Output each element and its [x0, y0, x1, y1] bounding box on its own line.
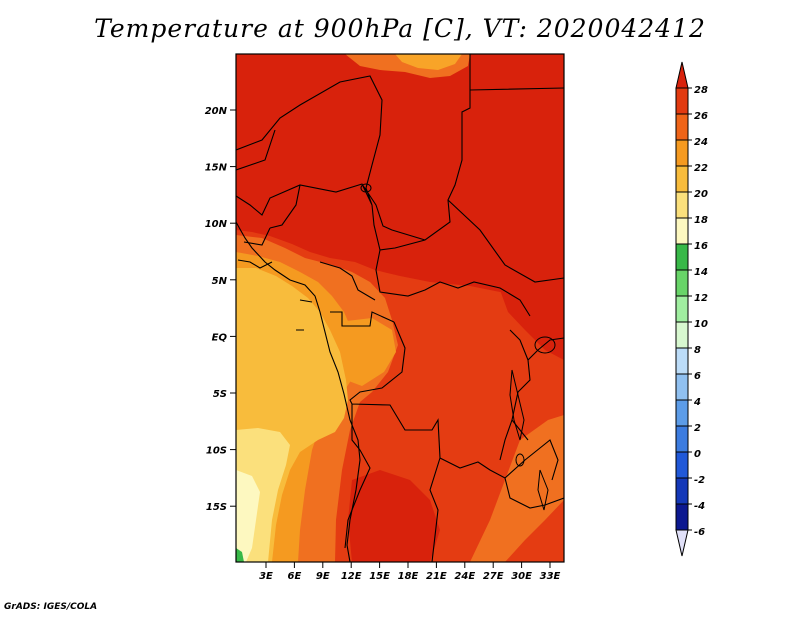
- colorbar-min-triangle: [675, 529, 689, 557]
- colorbar-box: [675, 243, 689, 271]
- colorbar-label: 4: [693, 397, 701, 408]
- colorbar-label: 6: [694, 371, 701, 382]
- colorbar-box: [675, 217, 689, 245]
- lat-label: 5N: [212, 276, 228, 287]
- lon-label: 9E: [316, 571, 330, 582]
- colorbar-box: [675, 503, 689, 531]
- colorbar-label: -6: [694, 527, 705, 538]
- lakes: [360, 183, 556, 511]
- lon-label: 30E: [511, 571, 532, 582]
- lon-label: 12E: [341, 571, 362, 582]
- colorbar-label: 26: [694, 111, 708, 122]
- lon-label: 33E: [540, 571, 561, 582]
- colorbar-box: [675, 87, 689, 115]
- colorbar-box: [675, 113, 689, 141]
- lake-mweru: [515, 453, 525, 467]
- colorbar-label: 28: [694, 85, 708, 96]
- colorbar-label: 20: [694, 189, 708, 200]
- colorbar-box: [675, 321, 689, 349]
- lon-label: 18E: [398, 571, 419, 582]
- lat-label: 15S: [206, 502, 227, 513]
- lat-label: 5S: [213, 389, 227, 400]
- lat-label: 20N: [205, 106, 228, 117]
- colorbar-box: [675, 191, 689, 219]
- colorbar-label: 14: [694, 267, 708, 278]
- colorbar-box: [675, 425, 689, 453]
- colorbar-box: [675, 295, 689, 323]
- lake-chad: [360, 183, 372, 193]
- lake-malawi: [537, 469, 549, 511]
- field-28-north: [236, 54, 564, 300]
- border-lines: [236, 54, 564, 562]
- longitude-axis: 3E 6E 9E 12E 15E 18E 21E 24E 27E 30E 33E: [259, 562, 561, 582]
- latitude-axis: 20N 15N 10N 5N EQ 5S 10S 15S: [205, 106, 236, 513]
- colorbar-label: 22: [694, 163, 708, 174]
- lon-label: 15E: [369, 571, 390, 582]
- colorbar-box: [675, 139, 689, 167]
- lat-label: 10N: [205, 219, 228, 230]
- colorbar-label: 10: [694, 319, 708, 330]
- colorbar-box: [675, 165, 689, 193]
- colorbar-label: 2: [694, 423, 701, 434]
- lat-label: 15N: [205, 163, 228, 174]
- credit-text: GrADS: IGES/COLA: [4, 602, 98, 612]
- colorbar-box: [675, 269, 689, 297]
- colorbar-label: -2: [694, 475, 705, 486]
- colorbar-label: 0: [694, 449, 701, 460]
- lon-label: 6E: [288, 571, 302, 582]
- field-22-inland: [338, 318, 396, 386]
- lon-label: 27E: [483, 571, 504, 582]
- colorbar-label: -4: [694, 501, 705, 512]
- colorbar-box: [675, 477, 689, 505]
- colorbar-label: 16: [694, 241, 708, 252]
- colorbar-box: [675, 451, 689, 479]
- colorbar-label: 24: [694, 137, 708, 148]
- map-frame: [235, 53, 565, 563]
- field-24-southeast: [470, 415, 564, 562]
- colorbar-box: [675, 399, 689, 427]
- temperature-field: [236, 54, 564, 562]
- colorbar-box: [675, 347, 689, 375]
- colorbar-label: 18: [694, 215, 708, 226]
- colorbar-label: 8: [694, 345, 701, 356]
- lon-label: 3E: [259, 571, 273, 582]
- lat-label: EQ: [212, 332, 228, 343]
- coast-line: [236, 221, 361, 562]
- chart-title: Temperature at 900hPa [C], VT: 202004241…: [94, 14, 706, 43]
- lon-label: 21E: [426, 571, 447, 582]
- borders: [236, 54, 564, 562]
- colorbar-box: [675, 373, 689, 401]
- lake-victoria: [534, 336, 556, 354]
- field-14: [236, 548, 244, 562]
- colorbar-label: 12: [694, 293, 708, 304]
- field-22-top: [395, 54, 462, 70]
- field-16: [236, 470, 260, 562]
- lat-label: 10S: [206, 446, 227, 457]
- lake-tanganyika: [509, 369, 525, 441]
- field-28-south: [348, 470, 440, 562]
- lon-label: 24E: [454, 571, 475, 582]
- colorbar-max-triangle: [675, 61, 689, 89]
- field-28-east: [500, 290, 564, 360]
